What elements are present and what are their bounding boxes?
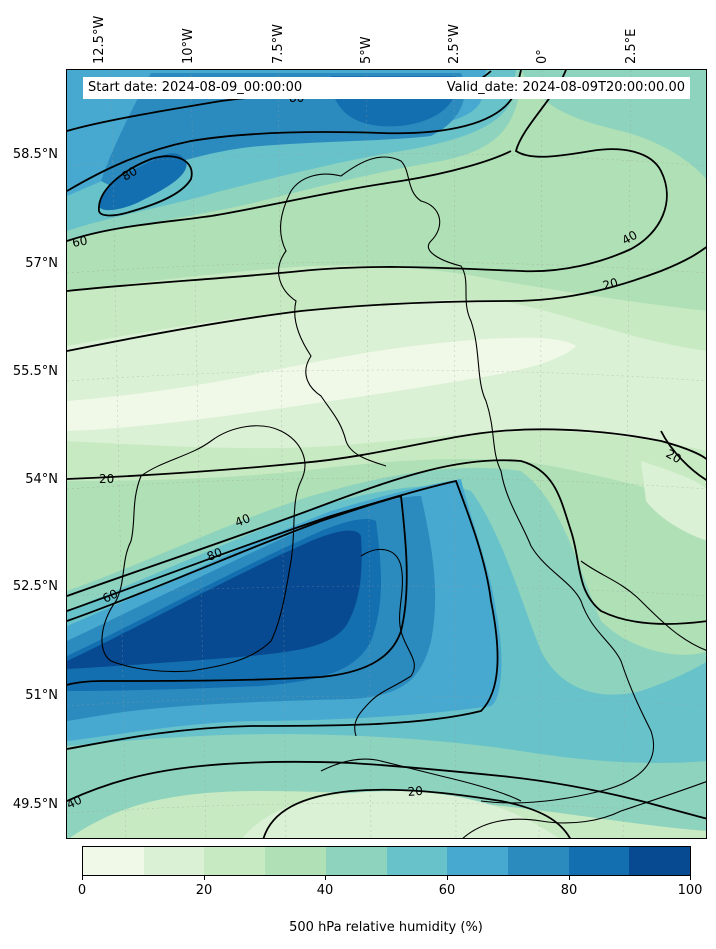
contour-lines: [67, 70, 706, 838]
humidity-band-south-90: [67, 530, 362, 669]
humidity-band-mid-10: [67, 337, 576, 431]
colorbar-tick-label: 20: [195, 883, 213, 898]
contour-40-south: [67, 760, 706, 820]
contour-80-north-closed: [98, 155, 193, 217]
colorbar-swatch: [265, 847, 326, 875]
contour-40-mid: [67, 459, 706, 625]
lon-label-12-5w: 12.5°W: [92, 15, 107, 64]
colorbar-tick: [447, 876, 448, 880]
colorbar-tick-label: 100: [677, 883, 703, 898]
contour-label-40-north: 40: [620, 228, 640, 248]
coast-continent: [580, 560, 706, 651]
colorbar-swatch: [386, 847, 448, 875]
contour-20-mid: [67, 428, 706, 480]
contour-label-20-south: 20: [407, 784, 423, 799]
colorbar-swatch: [143, 847, 205, 875]
contour-60-mid: [67, 479, 499, 750]
humidity-band-far-south-10: [242, 791, 559, 838]
contour-label-40-south: 40: [67, 793, 84, 812]
contour-label-20-east: 20: [664, 446, 684, 466]
lon-label-10w: 10°W: [181, 28, 196, 64]
colorbar-title: 500 hPa relative humidity (%): [289, 920, 483, 935]
colorbar-swatch: [629, 847, 691, 875]
colorbar-swatch: [83, 847, 144, 875]
coast-wales: [354, 548, 415, 737]
coast-southwest: [320, 758, 522, 802]
colorbar-swatch: [507, 847, 569, 875]
coast-west-scotland: [278, 190, 387, 467]
colorbar-tick: [82, 876, 83, 880]
colorbar-swatch: [447, 847, 508, 875]
date-info-box: Start date: 2024-08-09_00:00:00 Valid_da…: [83, 77, 690, 99]
contour-80-mid: [67, 494, 408, 686]
humidity-band-east-20: [641, 461, 706, 541]
coast-france: [462, 781, 706, 838]
contour-label-80-north: 80: [120, 164, 140, 184]
lon-label-5w: 5°W: [359, 36, 374, 64]
colorbar-tick: [325, 876, 326, 880]
valid-date-label: Valid_date: 2024-08-09T20:00:00.00: [446, 80, 685, 95]
contour-label-60-north: 60: [71, 234, 88, 250]
lat-label-57n: 57°N: [25, 256, 58, 271]
coastlines: [101, 156, 706, 838]
humidity-map: 80 80 60 40 20 20 20 40 80 60 20 40: [67, 70, 706, 838]
colorbar-tick-label: 60: [438, 883, 456, 898]
colorbar-tick: [204, 876, 205, 880]
graticule: [67, 70, 706, 838]
contour-label-80-mid: 80: [205, 545, 224, 564]
lat-label-52-5n: 52.5°N: [12, 579, 58, 594]
contour-labels: 80 80 60 40 20 20 20 40 80 60 20 40: [67, 91, 684, 812]
lat-label-55-5n: 55.5°N: [12, 364, 58, 379]
coast-ireland: [101, 425, 306, 673]
contour-label-40-mid: 40: [233, 511, 252, 530]
start-date-label: Start date: 2024-08-09_00:00:00: [88, 80, 303, 95]
contour-label-20-north: 20: [601, 275, 619, 292]
lon-label-7-5w: 7.5°W: [271, 23, 286, 64]
colorbar-tick-label: 40: [316, 883, 334, 898]
contour-60-north-b: [67, 150, 512, 242]
lat-label-58-5n: 58.5°N: [12, 147, 58, 162]
contour-20-south: [262, 788, 571, 838]
contour-60-north: [67, 70, 522, 192]
coast-scotland: [290, 156, 655, 804]
colorbar: [82, 846, 691, 876]
colorbar-tick: [690, 876, 691, 880]
lat-label-51n: 51°N: [25, 688, 58, 703]
lat-label-54n: 54°N: [25, 472, 58, 487]
contour-20-east: [660, 430, 706, 481]
lon-label-2-5w: 2.5°W: [447, 23, 462, 64]
colorbar-tick-label: 80: [560, 883, 578, 898]
colorbar-swatch: [568, 847, 630, 875]
contour-40-north: [67, 70, 668, 292]
lon-label-2-5e: 2.5°E: [624, 28, 639, 64]
colorbar-swatch: [204, 847, 266, 875]
lon-label-0: 0°: [535, 49, 550, 64]
colorbar-tick-label: 0: [77, 883, 87, 898]
colorbar-swatch: [325, 847, 387, 875]
humidity-band-north-90: [99, 153, 187, 211]
contour-label-60-mid: 60: [100, 587, 120, 606]
contour-20-north: [67, 246, 706, 352]
lat-label-49-5n: 49.5°N: [12, 797, 58, 812]
map-panel: 80 80 60 40 20 20 20 40 80 60 20 40: [66, 69, 707, 839]
contour-label-20-mid: 20: [99, 472, 114, 486]
colorbar-tick: [569, 876, 570, 880]
